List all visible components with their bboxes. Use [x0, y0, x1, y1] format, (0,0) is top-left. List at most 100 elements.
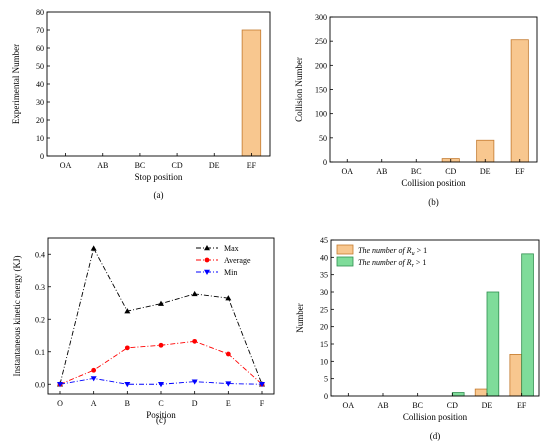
- chart-c-point-average-B: [124, 345, 130, 351]
- chart-d-y-axis-label: Number: [295, 303, 305, 333]
- chart-c-y-axis-label: Instantaneous kinetic energy (KJ): [12, 255, 22, 376]
- chart-d-bar-rr-CD: [451, 392, 465, 397]
- chart-c-point-max-E: [225, 295, 232, 301]
- chart-d-y-tick-label: 20: [320, 323, 328, 332]
- chart-b-bar-DE: [476, 139, 495, 163]
- chart-c-point-min-E: [225, 381, 232, 387]
- chart-d-panel-label: (d): [430, 431, 441, 441]
- chart-c-line-average: [59, 340, 263, 385]
- chart-d-x-tick-label: OA: [343, 401, 355, 410]
- chart-b-x-tick-label: DE: [480, 167, 491, 176]
- chart-c-legend-marker-max: [204, 245, 210, 251]
- chart-b-y-tick-label: 150: [315, 86, 327, 95]
- chart-a-x-tick-label: AB: [97, 161, 108, 170]
- chart-c-x-tick-label: O: [57, 399, 63, 408]
- chart-c-legend-marker-average: [204, 257, 210, 263]
- chart-c-point-min-C: [158, 382, 164, 388]
- chart-c: 0.0 0.1 0.2 0.3 0.4 O A B C D E F Max Average Min Posit…: [12, 237, 275, 425]
- chart-b-y-tick-label: 0: [323, 158, 327, 167]
- chart-a-y-tick-label: 60: [36, 44, 44, 53]
- chart-c-panel-label: (c): [156, 415, 166, 425]
- chart-c-legend-marker-min: [204, 269, 210, 275]
- chart-c-point-average-C: [158, 342, 164, 348]
- chart-d-y-tick-label: 45: [320, 236, 328, 245]
- chart-d-bar-ru-DE: [474, 388, 488, 397]
- chart-c-legend-label-max: Max: [224, 244, 239, 253]
- chart-c-point-average-A: [91, 367, 97, 373]
- chart-c-y-tick-label: 0.4: [35, 250, 45, 259]
- chart-d-y-tick-label: 15: [320, 340, 328, 349]
- chart-c-point-max-C: [158, 300, 164, 306]
- chart-c-legend-label-min: Min: [224, 268, 237, 277]
- chart-c-point-min-D: [191, 379, 198, 385]
- chart-d-plot-frame: [330, 239, 540, 397]
- chart-b-y-tick-label: 50: [319, 134, 327, 143]
- chart-a-x-tick-label: CD: [172, 161, 183, 170]
- chart-a-x-tick-label: BC: [135, 161, 146, 170]
- chart-d-y-tick-label: 35: [320, 271, 328, 280]
- chart-a-y-tick-label: 80: [36, 8, 44, 17]
- chart-d-x-tick-label: CD: [447, 401, 458, 410]
- chart-c-point-max-D: [191, 290, 198, 297]
- chart-b-y-axis-label: Collision Number: [294, 57, 304, 122]
- chart-b-y-tick-label: 200: [315, 61, 327, 70]
- chart-c-y-tick-label: 0.0: [35, 380, 45, 389]
- chart-c-legend-label-average: Average: [224, 256, 251, 265]
- chart-c-point-max-B: [124, 308, 131, 314]
- chart-b-x-tick-label: EF: [515, 167, 525, 176]
- chart-a-y-axis-label: Experimental Number: [11, 44, 21, 124]
- chart-b-plot-frame: [329, 16, 538, 163]
- chart-a-y-tick-label: 20: [36, 116, 44, 125]
- chart-d-x-tick-label: AB: [377, 401, 388, 410]
- chart-c-point-min-A: [90, 376, 97, 382]
- chart-c-y-tick-label: 0.1: [35, 348, 45, 357]
- chart-c-x-tick-label: B: [125, 399, 130, 408]
- chart-a-y-tick-label: 50: [36, 62, 44, 71]
- chart-c-x-tick-label: E: [226, 399, 231, 408]
- chart-d-y-tick-label: 5: [324, 375, 328, 384]
- chart-c-point-min-O: [57, 382, 63, 388]
- chart-c-point-max-A: [90, 245, 97, 251]
- chart-d-y-tick-label: 40: [320, 253, 328, 262]
- chart-d-y-tick-label: 25: [320, 305, 328, 314]
- chart-d-x-tick-label: EF: [517, 401, 527, 410]
- chart-c-point-average-D: [192, 338, 198, 344]
- chart-a-x-axis-label: Stop position: [135, 172, 183, 182]
- chart-c-legend: Max Average Min: [196, 244, 251, 277]
- chart-a-bar-EF: [241, 29, 262, 157]
- chart-b: 0 50 100 150 200 250 300 OA AB BC CD DE EF Collision …: [294, 13, 538, 207]
- chart-c-point-average-E: [225, 351, 231, 357]
- chart-b-x-tick-label: CD: [445, 167, 456, 176]
- chart-c-y-tick-label: 0.2: [35, 315, 45, 324]
- chart-d-bar-ru-EF: [509, 353, 523, 397]
- chart-d-legend-swatch-ru: [336, 244, 354, 255]
- chart-c-x-tick-label: A: [91, 399, 97, 408]
- chart-b-x-tick-label: AB: [376, 167, 387, 176]
- chart-c-x-axis-label: Position: [146, 410, 176, 420]
- chart-d-x-tick-label: BC: [412, 401, 423, 410]
- chart-b-panel-label: (b): [428, 197, 439, 207]
- chart-a-y-tick-label: 70: [36, 26, 44, 35]
- chart-a-y-tick-label: 0: [40, 152, 44, 161]
- chart-d-bar-rr-DE: [486, 291, 500, 397]
- chart-d-y-tick-label: 0: [324, 392, 328, 401]
- chart-a-y-tick-label: 40: [36, 80, 44, 89]
- chart-a-panel-label: (a): [154, 190, 164, 200]
- chart-b-x-axis-label: Collision position: [401, 178, 466, 188]
- chart-d-x-tick-label: DE: [482, 401, 493, 410]
- chart-d-legend-label-ru: The number of Ru > 1: [358, 246, 427, 257]
- chart-c-x-tick-label: D: [192, 399, 198, 408]
- chart-a-x-tick-label: OA: [60, 161, 72, 170]
- chart-b-bar-EF: [510, 39, 529, 163]
- chart-a-x-tick-label: DE: [209, 161, 220, 170]
- chart-c-x-tick-label: F: [260, 399, 265, 408]
- chart-b-x-tick-label: OA: [341, 167, 353, 176]
- chart-c-x-tick-label: C: [158, 399, 163, 408]
- chart-d-y-tick-label: 30: [320, 288, 328, 297]
- chart-c-point-min-F: [259, 382, 265, 388]
- chart-d-legend-label-rr: The number of Rr > 1: [358, 258, 426, 269]
- chart-d-bar-rr-EF: [521, 253, 534, 397]
- chart-a-x-tick-label: EF: [247, 161, 257, 170]
